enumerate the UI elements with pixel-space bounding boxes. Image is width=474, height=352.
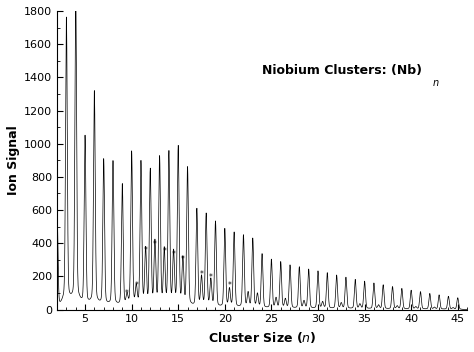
X-axis label: Cluster Size ($n$): Cluster Size ($n$) xyxy=(208,330,316,345)
Y-axis label: Ion Signal: Ion Signal xyxy=(7,125,20,195)
Text: *: * xyxy=(153,240,157,249)
Text: $n$: $n$ xyxy=(432,78,440,88)
Text: *: * xyxy=(228,281,231,290)
Text: *: * xyxy=(144,246,147,255)
Text: *: * xyxy=(172,250,175,258)
Text: *: * xyxy=(162,247,166,256)
Text: *: * xyxy=(200,270,203,279)
Text: *: * xyxy=(125,289,129,297)
Text: *: * xyxy=(181,255,185,264)
Text: *: * xyxy=(134,281,138,290)
Text: Niobium Clusters: (Nb): Niobium Clusters: (Nb) xyxy=(262,64,422,77)
Text: *: * xyxy=(209,273,213,282)
